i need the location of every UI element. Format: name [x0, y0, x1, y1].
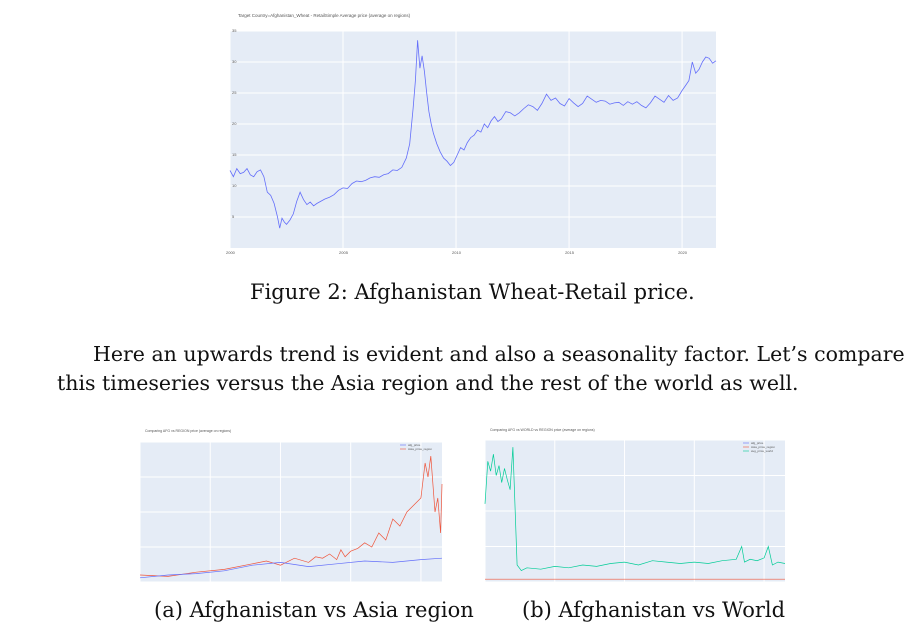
y-tick-label: 20 [232, 121, 237, 126]
series-line [139, 557, 443, 579]
figure-a-caption: (a) Afghanistan vs Asia region [154, 598, 474, 622]
y-tick-label: 5 [232, 214, 235, 219]
chart-title: Target Country=Afghanistan_Wheat - Retai… [238, 13, 411, 18]
grid-lines-a [139, 441, 442, 583]
figure-b-chart: Comparing AFG vs WORLD vs REGION price (… [484, 428, 786, 583]
series-line [139, 455, 443, 577]
y-tick-label: 15 [232, 152, 237, 157]
series-line [484, 447, 786, 572]
plot-area [230, 31, 716, 248]
figure-a-chart: Comparing AFG vs REGION price (average o… [139, 429, 443, 583]
grid-lines-b [484, 439, 785, 583]
body-paragraph: Here an upwards trend is evident and als… [57, 340, 907, 398]
y-tick-label: 30 [232, 59, 237, 64]
series-lines-a [139, 455, 443, 579]
legend-label: Asia_price_region [751, 445, 775, 449]
x-tick-label: 2015 [565, 250, 575, 255]
x-tick-label: 2000 [226, 250, 236, 255]
legend-label: afg_price [408, 443, 421, 447]
x-tick-label: 2005 [339, 250, 349, 255]
chart-b-title: Comparing AFG vs WORLD vs REGION price (… [490, 428, 595, 432]
y-tick-label: 10 [232, 183, 237, 188]
x-tick-label: 2010 [452, 250, 462, 255]
paragraph-line-1: Here an upwards trend is evident and als… [93, 342, 905, 366]
legend-label: afg_price [751, 441, 764, 445]
y-tick-label: 25 [232, 90, 237, 95]
chart-a-title: Comparing AFG vs REGION price (average o… [145, 429, 231, 433]
legend-b: afg_priceAsia_price_regionavg_price_worl… [743, 441, 775, 453]
figure-2-chart: Target Country=Afghanistan_Wheat - Retai… [226, 13, 717, 255]
grid-lines [229, 30, 716, 248]
series-lines-b [484, 447, 786, 580]
y-tick-label: 35 [232, 28, 237, 33]
y-tick-labels: 5 10 15 20 25 30 35 [232, 28, 237, 219]
paragraph-line-2: this timeseries versus the Asia region a… [57, 371, 799, 395]
figure-2-caption: Figure 2: Afghanistan Wheat-Retail price… [250, 280, 695, 304]
price-series-line [229, 40, 717, 229]
x-tick-labels: 2000 2005 2010 2015 2020 [226, 250, 688, 255]
legend-label: Asia_price_region [408, 447, 432, 451]
legend-label: avg_price_world [751, 449, 773, 453]
x-tick-label: 2020 [678, 250, 688, 255]
figure-b-caption: (b) Afghanistan vs World [522, 598, 786, 622]
